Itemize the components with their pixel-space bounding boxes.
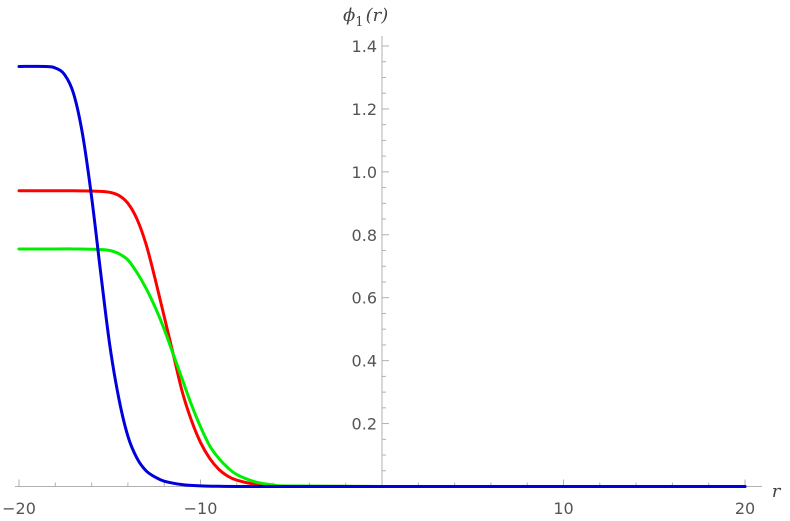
x-tick-label: 10: [553, 499, 573, 518]
y-tick-label: 0.2: [352, 415, 377, 434]
y-tick-label: 1.2: [352, 100, 377, 119]
series-lines: [17, 64, 747, 489]
x-tick-label: 20: [735, 499, 755, 518]
y-axis-label-subscript: 1: [355, 15, 363, 30]
y-tick-label: 0.6: [352, 289, 377, 308]
tick-labels: −20 −10 10 20 0.2 0.4 0.6 0.8 1.0 1.2 1.4: [2, 37, 755, 518]
y-tick-label: 1.0: [352, 163, 377, 182]
y-axis-label-argument: (r): [366, 5, 389, 26]
y-tick-label: 1.4: [352, 37, 377, 56]
y-tick-label: 0.4: [352, 352, 377, 371]
y-axis-label-symbol: ϕ: [343, 5, 355, 26]
series-line-3: [17, 64, 747, 489]
y-axis-label: ϕ1 (r): [343, 5, 388, 30]
chart-axes: [15, 36, 762, 487]
x-axis-label: r: [772, 481, 782, 502]
x-tick-label: −20: [2, 499, 36, 518]
x-tick-label: −10: [184, 499, 218, 518]
y-tick-label: 0.8: [352, 226, 377, 245]
